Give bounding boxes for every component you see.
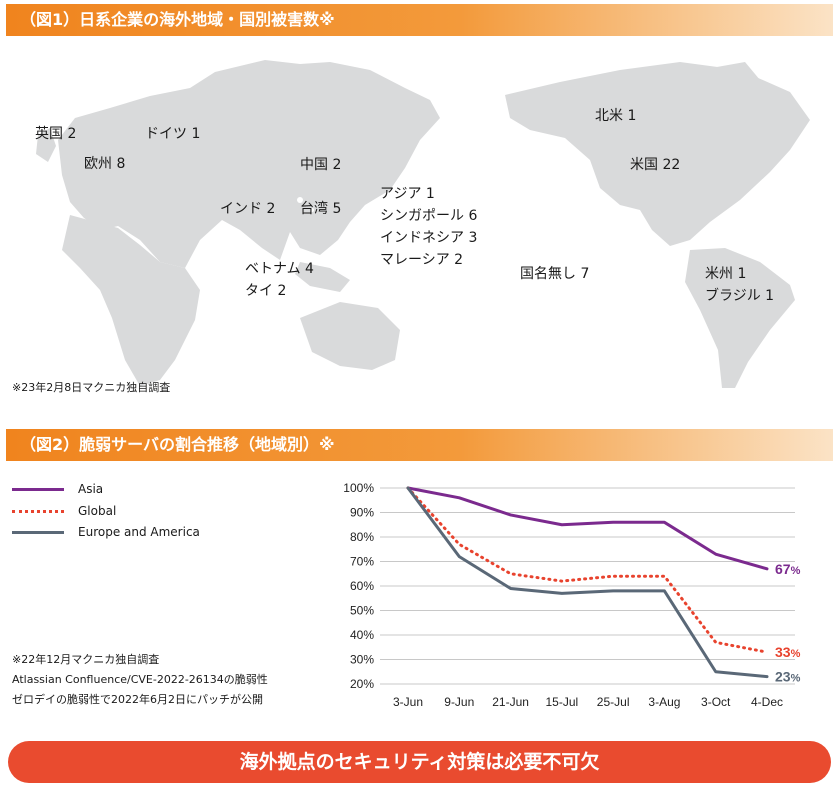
data-label: 23% xyxy=(775,669,801,685)
label-uk: 英国 2 xyxy=(35,126,77,142)
y-tick-label: 100% xyxy=(343,481,374,495)
y-tick-label: 40% xyxy=(350,628,374,642)
figure1-note: ※23年2月8日マクニカ独自調査 xyxy=(12,381,171,394)
x-tick-label: 25-Jul xyxy=(597,695,630,709)
y-tick-label: 60% xyxy=(350,579,374,593)
label-north-america: 北米 1 xyxy=(595,108,637,124)
x-tick-label: 15-Jul xyxy=(546,695,579,709)
conclusion-banner: 海外拠点のセキュリティ対策は必要不可欠 xyxy=(8,741,831,783)
x-tick-label: 9-Jun xyxy=(444,695,474,709)
legend-label-europe-america: Europe and America xyxy=(78,525,200,539)
eurasia-shape xyxy=(58,60,440,268)
label-singapore: シンガポール 6 xyxy=(380,208,478,224)
y-tick-label: 30% xyxy=(350,653,374,667)
label-vietnam: ベトナム 4 xyxy=(245,261,314,277)
label-no-country: 国名無し 7 xyxy=(520,266,590,282)
africa-shape xyxy=(62,215,200,386)
label-brazil: ブラジル 1 xyxy=(705,288,775,304)
series-line-global xyxy=(406,486,769,654)
japan-shape xyxy=(352,140,380,192)
y-tick-label: 20% xyxy=(350,677,374,691)
y-tick-label: 50% xyxy=(350,604,374,618)
world-map xyxy=(36,60,810,388)
x-tick-label: 4-Dec xyxy=(751,695,783,709)
greenland-shape xyxy=(700,62,760,100)
label-china: 中国 2 xyxy=(300,157,342,173)
label-india: インド 2 xyxy=(220,201,276,217)
x-tick-label: 3-Oct xyxy=(701,695,731,709)
legend-swatch-global xyxy=(12,510,64,513)
x-tick-label: 3-Aug xyxy=(648,695,680,709)
figure2-note-2: Atlassian Confluence/CVE-2022-26134の脆弱性 xyxy=(12,673,268,686)
label-indonesia: インドネシア 3 xyxy=(380,230,478,246)
figure2-note-3: ゼロデイの脆弱性で2022年6月2日にパッチが公開 xyxy=(12,693,263,706)
line-chart: 100% 90% 80% 70% 60% 50% 40% 30% 20% 3-Jun 9-Jun 21… xyxy=(343,481,801,709)
label-germany: ドイツ 1 xyxy=(145,126,201,142)
data-label: 67% xyxy=(775,561,801,577)
uk-shape xyxy=(36,128,56,162)
label-asia: アジア 1 xyxy=(380,186,435,202)
label-taiwan: 台湾 5 xyxy=(300,201,342,217)
legend-swatch-asia xyxy=(12,488,64,491)
x-tick-label: 3-Jun xyxy=(393,695,423,709)
label-americas: 米州 1 xyxy=(705,266,747,282)
y-tick-label: 70% xyxy=(350,555,374,569)
y-tick-label: 90% xyxy=(350,506,374,520)
legend-swatch-europe-america xyxy=(12,531,64,534)
australia-shape xyxy=(300,302,400,370)
y-tick-label: 80% xyxy=(350,530,374,544)
series-line-europe-and-america xyxy=(406,486,769,679)
figure2-note-1: ※22年12月マクニカ独自調査 xyxy=(12,653,160,666)
legend-item-global: Global xyxy=(12,502,312,520)
legend-item-asia: Asia xyxy=(12,480,312,498)
label-malaysia: マレーシア 2 xyxy=(380,252,464,268)
series-line-asia xyxy=(406,486,769,571)
figure2-header: （図2）脆弱サーバの割合推移（地域別）※ xyxy=(6,429,833,461)
label-thailand: タイ 2 xyxy=(245,283,287,299)
north-america-shape xyxy=(505,62,810,246)
x-tick-label: 21-Jun xyxy=(492,695,529,709)
data-label: 33% xyxy=(775,644,801,660)
label-europe: 欧州 8 xyxy=(84,156,126,172)
legend-label-global: Global xyxy=(78,504,117,518)
legend-item-europe-america: Europe and America xyxy=(12,523,312,541)
sea-islands-shape xyxy=(295,262,350,292)
legend-label-asia: Asia xyxy=(78,482,104,496)
figure1-header: （図1）日系企業の海外地域・国別被害数※ xyxy=(6,4,833,36)
south-america-shape xyxy=(685,248,795,388)
label-usa: 米国 22 xyxy=(630,157,681,173)
